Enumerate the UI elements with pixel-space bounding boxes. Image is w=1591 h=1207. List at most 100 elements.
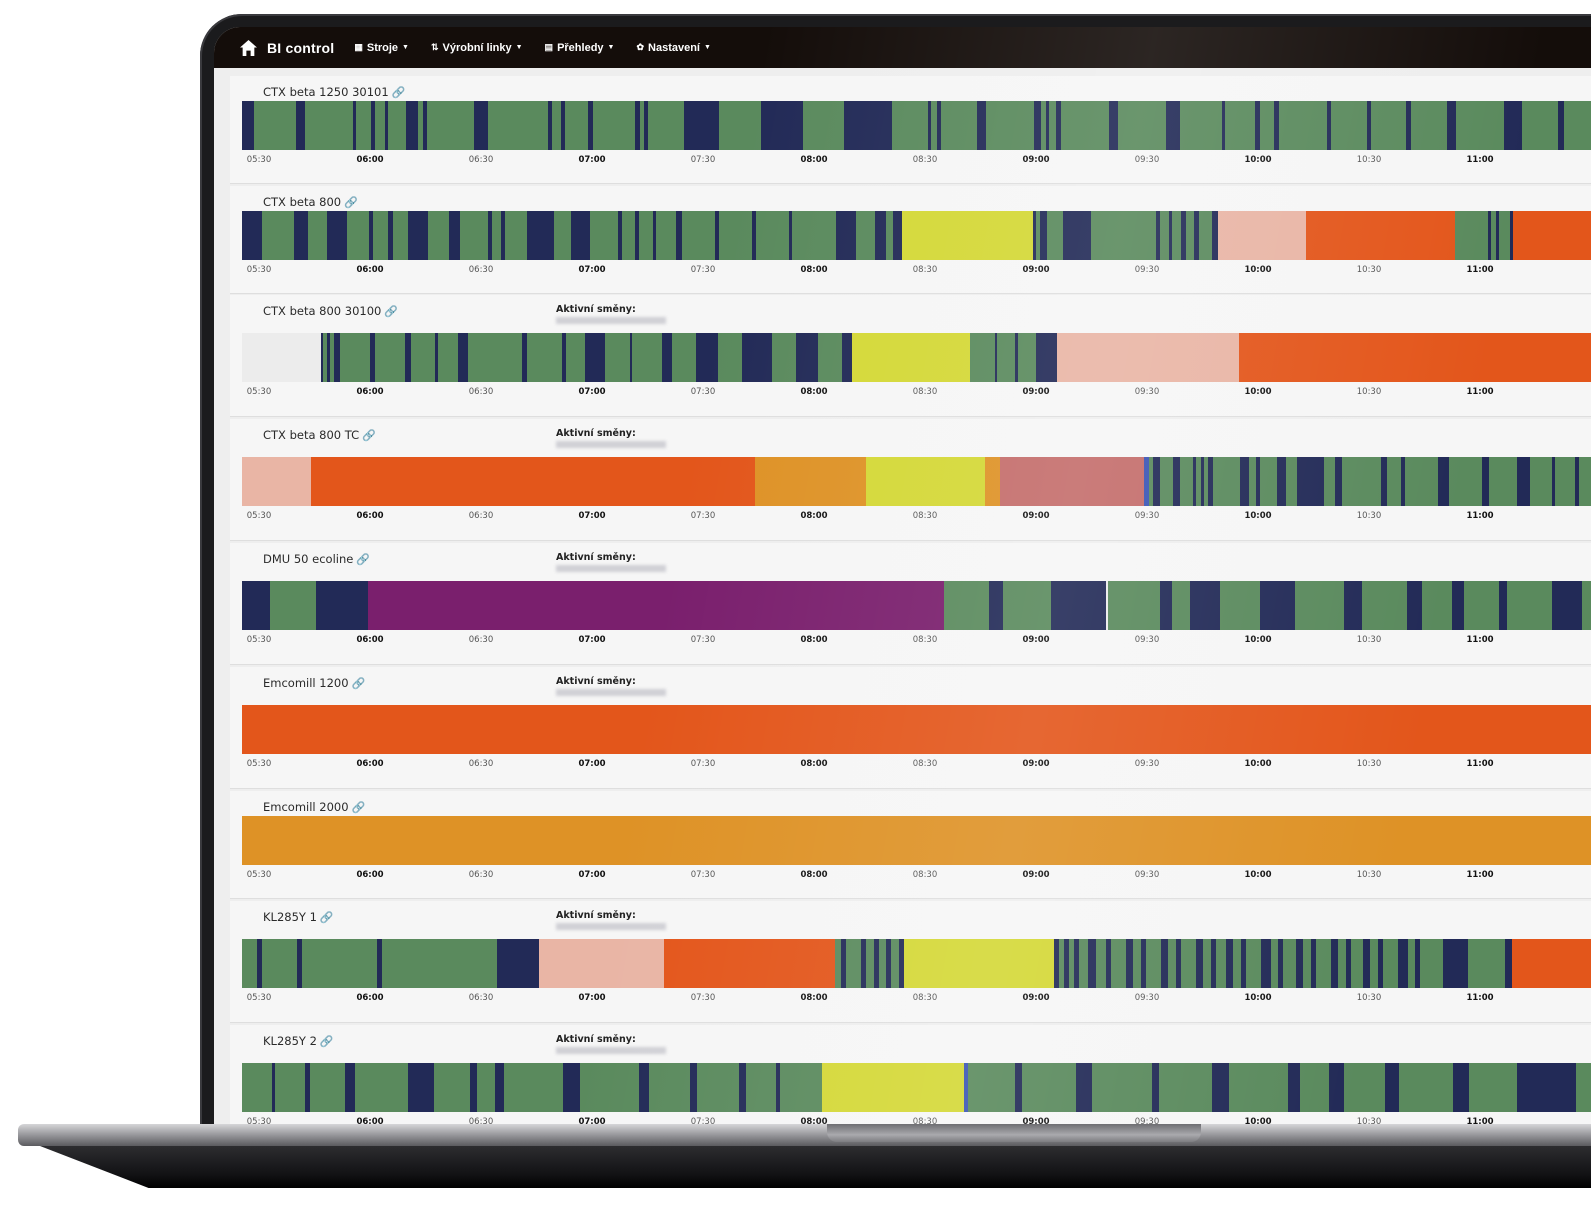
status-segment[interactable] (986, 101, 1034, 150)
status-segment[interactable] (1133, 939, 1141, 988)
status-segment[interactable] (1078, 939, 1089, 988)
status-segment[interactable] (1285, 457, 1297, 506)
status-segment[interactable] (1495, 211, 1499, 260)
status-segment[interactable] (1529, 457, 1553, 506)
link-icon[interactable]: 🔗 (362, 429, 376, 442)
status-segment[interactable] (1326, 101, 1332, 150)
status-segment[interactable] (756, 211, 790, 260)
status-segment[interactable] (388, 211, 393, 260)
status-segment[interactable] (1405, 457, 1439, 506)
status-segment[interactable] (927, 101, 932, 150)
status-segment[interactable] (1380, 457, 1388, 506)
status-segment[interactable] (253, 101, 296, 150)
status-segment[interactable] (1446, 101, 1457, 150)
status-segment[interactable] (1160, 939, 1169, 988)
status-segment[interactable] (1068, 939, 1074, 988)
status-segment[interactable] (1464, 581, 1500, 630)
status-segment[interactable] (1283, 939, 1296, 988)
status-segment[interactable] (1040, 101, 1046, 150)
status-segment[interactable] (1225, 939, 1234, 988)
status-segment[interactable] (492, 211, 501, 260)
status-segment[interactable] (1110, 939, 1126, 988)
status-segment[interactable] (1255, 101, 1261, 150)
status-segment[interactable] (1049, 101, 1057, 150)
status-segment[interactable] (1551, 581, 1582, 630)
status-segment[interactable] (1046, 211, 1064, 260)
status-segment[interactable] (315, 581, 368, 630)
status-segment[interactable] (1228, 1063, 1288, 1112)
status-segment[interactable] (460, 211, 488, 260)
status-segment[interactable] (886, 211, 893, 260)
status-segment[interactable] (1344, 581, 1363, 630)
status-segment[interactable] (327, 211, 347, 260)
status-segment[interactable] (564, 101, 589, 150)
status-segment[interactable] (527, 333, 562, 382)
status-segment[interactable] (1557, 101, 1564, 150)
status-timeline-bar[interactable] (242, 939, 1591, 988)
status-segment[interactable] (1287, 1063, 1300, 1112)
status-segment[interactable] (1045, 101, 1050, 150)
status-segment[interactable] (1148, 457, 1154, 506)
status-timeline-bar[interactable] (242, 457, 1591, 506)
status-segment[interactable] (1456, 101, 1505, 150)
link-icon[interactable]: 🔗 (351, 677, 366, 690)
status-segment[interactable] (742, 333, 772, 382)
status-segment[interactable] (1058, 939, 1064, 988)
status-segment[interactable] (852, 333, 970, 382)
status-segment[interactable] (1192, 457, 1197, 506)
status-timeline-bar[interactable] (242, 705, 1591, 754)
status-segment[interactable] (944, 581, 990, 630)
status-segment[interactable] (1294, 581, 1345, 630)
status-segment[interactable] (844, 101, 893, 150)
status-segment[interactable] (1159, 457, 1173, 506)
status-segment[interactable] (261, 939, 297, 988)
status-segment[interactable] (1210, 939, 1216, 988)
status-segment[interactable] (242, 1063, 272, 1112)
status-segment[interactable] (330, 333, 335, 382)
status-segment[interactable] (438, 333, 458, 382)
status-segment[interactable] (639, 211, 653, 260)
status-segment[interactable] (1057, 333, 1239, 382)
status-segment[interactable] (1331, 101, 1368, 150)
status-segment[interactable] (937, 101, 941, 150)
status-segment[interactable] (1015, 333, 1019, 382)
status-segment[interactable] (1159, 581, 1172, 630)
status-segment[interactable] (648, 1063, 691, 1112)
status-segment[interactable] (1088, 939, 1096, 988)
status-segment[interactable] (1335, 457, 1343, 506)
status-segment[interactable] (1482, 457, 1490, 506)
status-segment[interactable] (1324, 457, 1336, 506)
status-segment[interactable] (1189, 581, 1220, 630)
status-segment[interactable] (407, 211, 428, 260)
status-segment[interactable] (1219, 581, 1260, 630)
status-segment[interactable] (1350, 939, 1363, 988)
status-segment[interactable] (309, 1063, 346, 1112)
status-segment[interactable] (294, 211, 308, 260)
status-segment[interactable] (588, 101, 594, 150)
status-segment[interactable] (817, 333, 843, 382)
status-segment[interactable] (373, 211, 389, 260)
status-segment[interactable] (1516, 457, 1530, 506)
status-segment[interactable] (345, 1063, 355, 1112)
status-segment[interactable] (1511, 939, 1591, 988)
status-segment[interactable] (1338, 939, 1346, 988)
status-segment[interactable] (878, 939, 887, 988)
status-segment[interactable] (327, 333, 331, 382)
status-segment[interactable] (305, 101, 353, 150)
status-segment[interactable] (1491, 211, 1496, 260)
status-segment[interactable] (1171, 581, 1190, 630)
status-segment[interactable] (381, 939, 497, 988)
machine-name[interactable]: CTX beta 1250 30101 🔗 (263, 85, 405, 99)
status-segment[interactable] (1399, 1063, 1453, 1112)
status-segment[interactable] (717, 333, 743, 382)
status-segment[interactable] (1509, 211, 1514, 260)
status-segment[interactable] (422, 101, 427, 150)
status-segment[interactable] (1225, 101, 1256, 150)
status-segment[interactable] (664, 939, 836, 988)
status-segment[interactable] (476, 1063, 495, 1112)
status-segment[interactable] (1240, 457, 1250, 506)
status-segment[interactable] (1552, 457, 1556, 506)
link-icon[interactable]: 🔗 (356, 553, 371, 566)
nav-item-nastaveni[interactable]: ✿ Nastavení ▼ (636, 42, 710, 54)
status-segment[interactable] (304, 1063, 310, 1112)
